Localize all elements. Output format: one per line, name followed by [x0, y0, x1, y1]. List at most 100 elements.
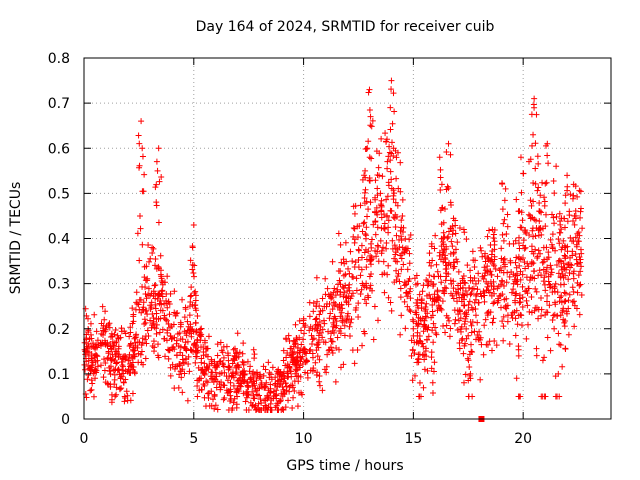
data-point [482, 258, 489, 265]
data-point [379, 173, 386, 180]
data-point [569, 284, 576, 291]
data-point [366, 177, 373, 184]
data-point [461, 342, 468, 349]
data-point [397, 331, 404, 338]
data-point [390, 187, 397, 194]
data-point [306, 313, 313, 320]
data-point [549, 244, 556, 251]
data-point [481, 322, 488, 329]
data-point [384, 165, 391, 172]
data-point [378, 214, 385, 221]
data-point [398, 266, 405, 273]
data-point [383, 213, 390, 220]
data-point [469, 248, 476, 255]
data-point [485, 287, 492, 294]
data-point [471, 263, 478, 270]
data-point [399, 196, 406, 203]
data-point [128, 363, 135, 370]
data-point [136, 212, 143, 219]
data-point [153, 330, 160, 337]
data-point [545, 249, 552, 256]
data-point [193, 327, 200, 334]
data-point [216, 370, 223, 377]
data-point [214, 378, 221, 385]
data-point [434, 287, 441, 294]
data-point [259, 384, 265, 391]
data-point [578, 263, 585, 270]
data-point [149, 250, 156, 257]
data-point [464, 355, 471, 362]
data-point [82, 366, 89, 373]
data-point [251, 395, 258, 402]
data-point [123, 388, 130, 395]
data-point [341, 260, 348, 267]
data-point [166, 347, 173, 354]
data-point [302, 322, 309, 329]
data-point [491, 226, 498, 233]
data-point [417, 338, 424, 345]
data-point [407, 308, 414, 315]
data-point [465, 301, 472, 308]
data-point [399, 229, 406, 236]
data-point [538, 306, 545, 313]
data-point [534, 187, 541, 194]
data-point [92, 352, 99, 359]
data-point [429, 308, 436, 315]
data-point [530, 268, 537, 275]
data-point [186, 368, 193, 375]
data-point [306, 327, 313, 334]
data-point [200, 349, 207, 356]
data-point [419, 288, 426, 295]
data-point [143, 307, 150, 314]
data-point [230, 346, 237, 353]
data-point [429, 302, 436, 309]
data-point [404, 303, 411, 310]
data-point [504, 211, 511, 218]
data-point [321, 366, 328, 373]
data-point [506, 340, 513, 347]
data-point [280, 357, 287, 364]
data-point [235, 364, 242, 371]
data-point [528, 111, 535, 118]
data-point [355, 300, 362, 307]
data-point [572, 234, 579, 241]
data-point [247, 399, 254, 406]
data-point [326, 346, 333, 353]
data-point [536, 199, 543, 206]
data-point [307, 346, 314, 353]
data-point [448, 238, 455, 245]
data-point [550, 214, 557, 221]
data-point [407, 285, 414, 292]
data-point [241, 367, 248, 374]
axis-ticks [83, 57, 611, 420]
data-point [141, 320, 148, 327]
data-point [521, 227, 528, 234]
y-tick-label: 0.6 [48, 141, 70, 157]
data-point [187, 293, 194, 300]
data-point [565, 297, 572, 304]
data-point [314, 353, 321, 360]
data-point [319, 295, 326, 302]
data-point [198, 386, 205, 393]
data-point [97, 362, 104, 369]
data-point [101, 367, 108, 374]
data-point [240, 390, 247, 397]
data-point [243, 389, 250, 396]
data-point [193, 307, 200, 314]
data-point [426, 291, 433, 298]
data-point [501, 197, 508, 204]
data-point [572, 183, 579, 190]
data-point [366, 154, 373, 161]
data-point [561, 264, 568, 271]
data-point [92, 367, 99, 374]
data-point [301, 345, 308, 352]
data-point [371, 303, 378, 310]
data-point [136, 257, 143, 264]
data-point [361, 194, 368, 201]
data-point [214, 364, 221, 371]
data-point [518, 209, 525, 216]
data-point [114, 359, 121, 366]
data-point [362, 167, 369, 174]
data-point [110, 343, 117, 350]
